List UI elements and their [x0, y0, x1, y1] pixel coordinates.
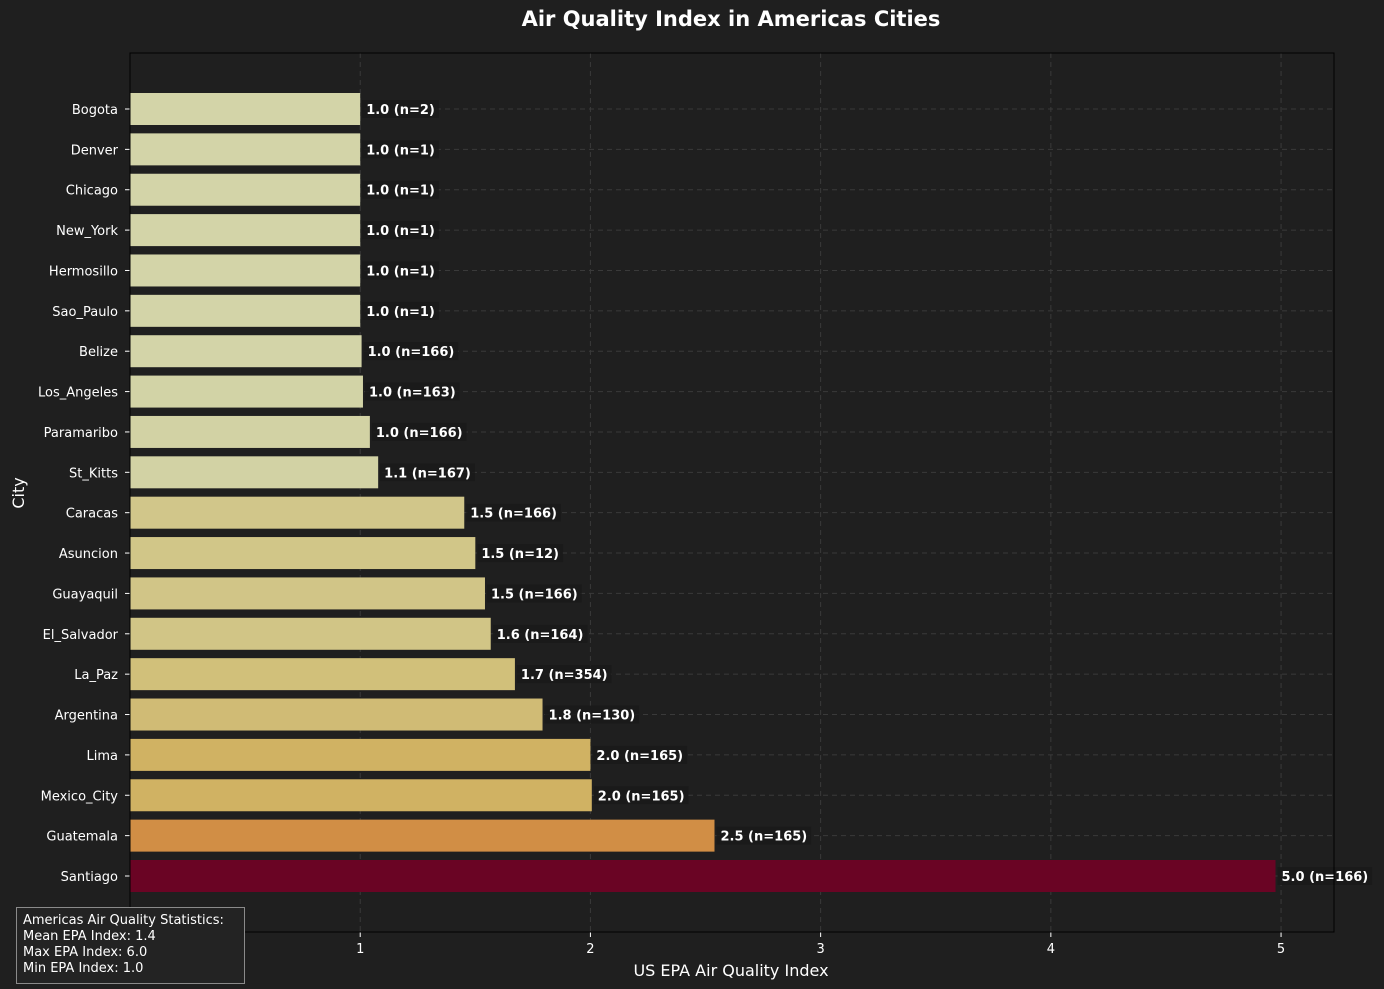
bar-los-angeles [130, 375, 363, 408]
x-tick-label: 2 [586, 942, 594, 957]
y-tick-label: Guayaquil [52, 587, 118, 602]
y-tick-label: Mexico_City [41, 789, 119, 804]
data-label: 2.0 (n=165) [598, 789, 685, 804]
y-tick-label: St_Kitts [69, 466, 118, 481]
y-axis-label: City [9, 477, 28, 508]
data-label: 1.0 (n=1) [366, 184, 435, 199]
bar-guayaquil [130, 577, 485, 610]
data-label-box [1277, 867, 1373, 885]
data-label-box [362, 301, 439, 320]
stats-box: Americas Air Quality Statistics: Mean EP… [16, 907, 245, 984]
bar-chicago [130, 173, 361, 206]
plot-area: 1 2 3 4 5 Bogota Denver Chicago New_York Hermosil… [38, 52, 1373, 957]
data-label: 1.5 (n=166) [470, 507, 557, 522]
data-label: 1.1 (n=167) [384, 466, 471, 481]
data-label-box [516, 665, 612, 684]
y-tick-label: New_York [56, 224, 118, 239]
y-tick-label: Bogota [72, 103, 118, 118]
data-label: 1.7 (n=354) [521, 668, 608, 683]
data-label-box [716, 826, 812, 845]
data-label: 5.0 (n=166) [1282, 870, 1369, 885]
y-tick-label: El_Salvador [43, 628, 119, 643]
data-label-box [380, 463, 475, 482]
stats-min: Min EPA Index: 1.0 [23, 961, 144, 976]
bar-bogota [130, 93, 361, 125]
data-label: 1.5 (n=12) [481, 547, 559, 562]
data-label-box [362, 140, 439, 159]
y-tick-label: Denver [71, 143, 119, 158]
bar-paramaribo [130, 415, 370, 448]
y-tick-label: Argentina [55, 709, 118, 724]
data-label: 1.0 (n=2) [366, 103, 435, 118]
data-label-box [486, 584, 582, 603]
y-tick-label: Caracas [66, 507, 118, 522]
y-tick-label: Lima [87, 749, 118, 764]
data-label: 1.0 (n=166) [376, 426, 463, 441]
bar-asuncion [130, 537, 476, 570]
data-label-box [364, 382, 460, 401]
bar-new-york [130, 214, 361, 247]
y-tick-label: Guatemala [46, 830, 118, 845]
data-label-box [466, 503, 561, 522]
data-label: 1.0 (n=1) [366, 224, 435, 239]
data-label-box [362, 180, 439, 199]
y-tick-label: Chicago [66, 184, 118, 199]
data-label: 2.5 (n=165) [721, 830, 808, 845]
data-label: 1.0 (n=1) [366, 305, 435, 320]
y-tick-label: Sao_Paulo [52, 305, 118, 320]
bar-hermosillo [130, 254, 361, 287]
stats-max: Max EPA Index: 6.0 [23, 945, 148, 960]
y-tick-label: Asuncion [59, 547, 118, 562]
y-tick-label: Santiago [61, 870, 118, 885]
bar-el-salvador [130, 617, 491, 650]
bar-guatemala [130, 819, 715, 852]
data-label-box [362, 100, 439, 118]
data-label: 1.0 (n=1) [366, 143, 435, 158]
y-tick-label: Hermosillo [49, 264, 118, 279]
bar-belize [130, 335, 362, 368]
y-tick-label: Paramaribo [44, 426, 118, 441]
bar-santiago [130, 860, 1276, 892]
data-label-box [363, 342, 459, 361]
plot-frame [129, 52, 1335, 933]
data-label: 1.5 (n=166) [491, 587, 578, 602]
y-tick-label: Belize [79, 345, 118, 360]
bar-argentina [130, 698, 543, 731]
x-tick-label: 3 [816, 942, 824, 957]
x-tick-label: 4 [1047, 942, 1055, 957]
bar-st-kitts [130, 456, 379, 489]
data-label-box [492, 624, 588, 643]
bar-denver [130, 133, 361, 166]
bar-mexico-city [130, 779, 592, 812]
data-label: 1.8 (n=130) [549, 709, 636, 724]
y-tick-label: La_Paz [74, 668, 118, 683]
data-label-box [371, 422, 467, 441]
stats-mean: Mean EPA Index: 1.4 [23, 929, 156, 944]
bar-sao-paulo [130, 294, 361, 327]
data-label-box [592, 745, 688, 764]
data-label: 1.0 (n=163) [369, 386, 456, 401]
bar-caracas [130, 496, 465, 529]
stats-title: Americas Air Quality Statistics: [23, 913, 224, 928]
data-label: 2.0 (n=165) [596, 749, 683, 764]
data-label-box [362, 221, 439, 240]
data-label-box [477, 544, 564, 563]
data-label-box [544, 705, 640, 724]
chart-title: Air Quality Index in Americas Cities [522, 7, 941, 31]
x-tick-label: 5 [1277, 942, 1285, 957]
data-label-box [593, 786, 689, 805]
data-label-box [362, 261, 439, 280]
x-axis-label: US EPA Air Quality Index [633, 961, 828, 980]
bar-la-paz [130, 658, 515, 691]
data-label: 1.6 (n=164) [497, 628, 584, 643]
y-tick-label: Los_Angeles [38, 386, 118, 401]
x-tick-label: 1 [356, 942, 364, 957]
data-label: 1.0 (n=166) [368, 345, 455, 360]
bar-lima [130, 738, 591, 771]
data-label: 1.0 (n=1) [366, 264, 435, 279]
